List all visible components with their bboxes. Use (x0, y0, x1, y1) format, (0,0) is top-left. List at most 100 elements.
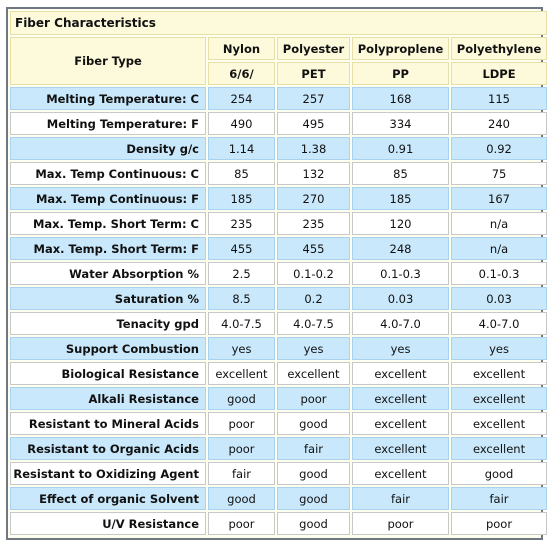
table-cell: 0.1-0.2 (277, 262, 350, 285)
table-cell: 334 (352, 112, 449, 135)
row-label: Resistant to Oxidizing Agent (10, 462, 206, 485)
table-cell: 235 (208, 212, 275, 235)
table-row: Resistant to Mineral Acids poor good excell… (10, 412, 548, 435)
table-cell: excellent (208, 362, 275, 385)
table-cell: 235 (277, 212, 350, 235)
row-label: Alkali Resistance (10, 387, 206, 410)
table-title: Fiber Characteristics (10, 11, 548, 35)
table-cell: 455 (208, 237, 275, 260)
table-row: Melting Temperature: C 254 257 168 115 (10, 87, 548, 110)
table-cell: poor (208, 412, 275, 435)
table-cell: good (208, 487, 275, 510)
table-cell: n/a (451, 212, 548, 235)
table-cell: 132 (277, 162, 350, 185)
table-cell: 240 (451, 112, 548, 135)
fiber-characteristics-table: Fiber Characteristics Fiber Type Nylon P… (8, 9, 549, 537)
table-cell: yes (277, 337, 350, 360)
table-cell: 2.5 (208, 262, 275, 285)
table-cell: 4.0-7.0 (451, 312, 548, 335)
table-row: Max. Temp. Short Term: F 455 455 248 n/a (10, 237, 548, 260)
row-label: Support Combustion (10, 337, 206, 360)
row-label: Density g/c (10, 137, 206, 160)
row-label: Resistant to Mineral Acids (10, 412, 206, 435)
table-cell: 75 (451, 162, 548, 185)
table-row: Tenacity gpd 4.0-7.5 4.0-7.5 4.0-7.0 4.0-7.0 (10, 312, 548, 335)
table-cell: excellent (352, 437, 449, 460)
table-cell: 0.2 (277, 287, 350, 310)
column-header-name: Nylon (208, 37, 275, 60)
table-cell: yes (208, 337, 275, 360)
table-cell: excellent (352, 462, 449, 485)
fiber-type-header: Fiber Type (10, 37, 206, 85)
table-cell: 85 (352, 162, 449, 185)
table-cell: excellent (451, 412, 548, 435)
table-cell: good (451, 462, 548, 485)
row-label: Max. Temp. Short Term: F (10, 237, 206, 260)
table-cell: 0.92 (451, 137, 548, 160)
table-cell: 185 (352, 187, 449, 210)
table-cell: 495 (277, 112, 350, 135)
table-cell: 4.0-7.0 (352, 312, 449, 335)
table-cell: good (277, 512, 350, 535)
row-label: Tenacity gpd (10, 312, 206, 335)
table-cell: yes (451, 337, 548, 360)
table-cell: 0.1-0.3 (352, 262, 449, 285)
table-cell: 0.03 (352, 287, 449, 310)
table-cell: 168 (352, 87, 449, 110)
table-cell: 0.1-0.3 (451, 262, 548, 285)
table-row: Biological Resistance excellent excellent e… (10, 362, 548, 385)
table-row: Support Combustion yes yes yes yes (10, 337, 548, 360)
table-cell: 4.0-7.5 (208, 312, 275, 335)
table-cell: excellent (451, 362, 548, 385)
table-cell: 85 (208, 162, 275, 185)
table-cell: 8.5 (208, 287, 275, 310)
table-row: Max. Temp Continuous: F 185 270 185 167 (10, 187, 548, 210)
table-cell: poor (451, 512, 548, 535)
row-label: Biological Resistance (10, 362, 206, 385)
table-cell: 248 (352, 237, 449, 260)
table-cell: 455 (277, 237, 350, 260)
table-cell: 120 (352, 212, 449, 235)
column-header-code: 6/6/ (208, 62, 275, 85)
column-header-name: Polyproplene (352, 37, 449, 60)
table-row: Effect of organic Solvent good good fair fai… (10, 487, 548, 510)
table-row: Max. Temp Continuous: C 85 132 85 75 (10, 162, 548, 185)
column-header-name: Polyester (277, 37, 350, 60)
table-cell: excellent (451, 387, 548, 410)
table-row: Water Absorption % 2.5 0.1-0.2 0.1-0.3 0.1-0… (10, 262, 548, 285)
table-cell: 1.14 (208, 137, 275, 160)
table-body: Melting Temperature: C 254 257 168 115 Meltin… (10, 87, 548, 535)
table-cell: good (277, 487, 350, 510)
table-cell: good (277, 412, 350, 435)
column-header-code: LDPE (451, 62, 548, 85)
row-label: Water Absorption % (10, 262, 206, 285)
table-cell: 490 (208, 112, 275, 135)
table-cell: good (277, 462, 350, 485)
table-cell: fair (352, 487, 449, 510)
table-cell: 0.91 (352, 137, 449, 160)
row-label: Melting Temperature: C (10, 87, 206, 110)
table-cell: excellent (352, 387, 449, 410)
row-label: Max. Temp Continuous: C (10, 162, 206, 185)
column-header-code: PP (352, 62, 449, 85)
table-cell: 257 (277, 87, 350, 110)
table-cell: 1.38 (277, 137, 350, 160)
table-cell: poor (208, 437, 275, 460)
table-cell: 270 (277, 187, 350, 210)
table-cell: 4.0-7.5 (277, 312, 350, 335)
table-cell: fair (451, 487, 548, 510)
table-cell: excellent (352, 412, 449, 435)
table-cell: 185 (208, 187, 275, 210)
table-cell: poor (208, 512, 275, 535)
table-row: Alkali Resistance good poor excellent excell… (10, 387, 548, 410)
table-row: Saturation % 8.5 0.2 0.03 0.03 (10, 287, 548, 310)
table-row: Resistant to Oxidizing Agent fair good exce… (10, 462, 548, 485)
table-cell: 167 (451, 187, 548, 210)
table-row: U/V Resistance poor good poor poor (10, 512, 548, 535)
fiber-table-frame: Fiber Characteristics Fiber Type Nylon P… (6, 7, 548, 540)
table-cell: 115 (451, 87, 548, 110)
table-cell: fair (277, 437, 350, 460)
table-cell: excellent (277, 362, 350, 385)
table-cell: poor (277, 387, 350, 410)
row-label: Resistant to Organic Acids (10, 437, 206, 460)
